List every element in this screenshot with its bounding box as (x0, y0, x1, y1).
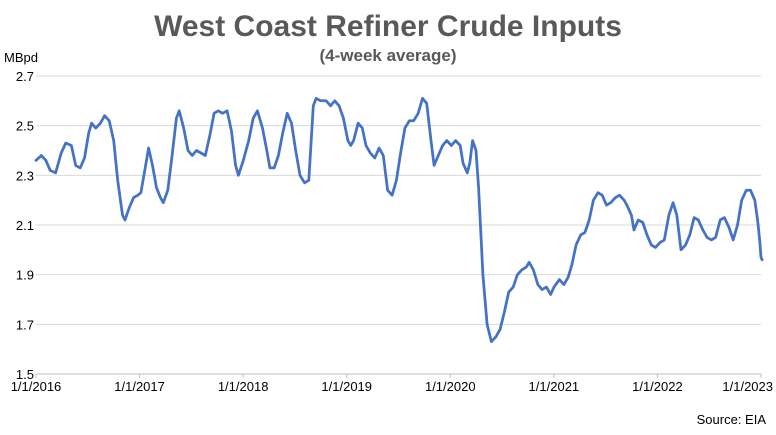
gridlines (36, 75, 761, 325)
y-tick-label: 1.7 (16, 317, 34, 332)
x-tick-label: 1/1/2022 (632, 379, 683, 394)
chart-subtitle: (4-week average) (319, 46, 456, 65)
y-tick-label: 1.5 (16, 367, 34, 382)
x-tick-label: 1/1/2018 (218, 379, 269, 394)
y-axis-ticks: 2.7 2.5 2.3 2.1 1.9 1.7 1.5 (16, 69, 34, 382)
source-note: Source: EIA (697, 412, 767, 427)
x-tick-label: 1/1/2019 (321, 379, 372, 394)
x-tick-label: 1/1/2021 (529, 379, 580, 394)
series-line (34, 97, 764, 344)
chart-title: West Coast Refiner Crude Inputs (154, 10, 622, 43)
x-tick-label: 1/1/2016 (11, 379, 62, 394)
y-tick-label: 2.5 (16, 119, 34, 134)
x-tick-label: 1/1/2023 (722, 379, 773, 394)
x-axis-ticks: 1/1/2016 1/1/2017 1/1/2018 1/1/2019 1/1/2020… (11, 374, 773, 394)
x-tick-label: 1/1/2017 (114, 379, 165, 394)
y-tick-label: 1.9 (16, 268, 34, 283)
series-layer (34, 97, 764, 344)
y-tick-label: 2.3 (16, 168, 34, 183)
y-axis-label: MBpd (4, 50, 38, 65)
x-tick-label: 1/1/2020 (425, 379, 476, 394)
y-tick-label: 2.1 (16, 218, 34, 233)
y-tick-label: 2.7 (16, 69, 34, 84)
